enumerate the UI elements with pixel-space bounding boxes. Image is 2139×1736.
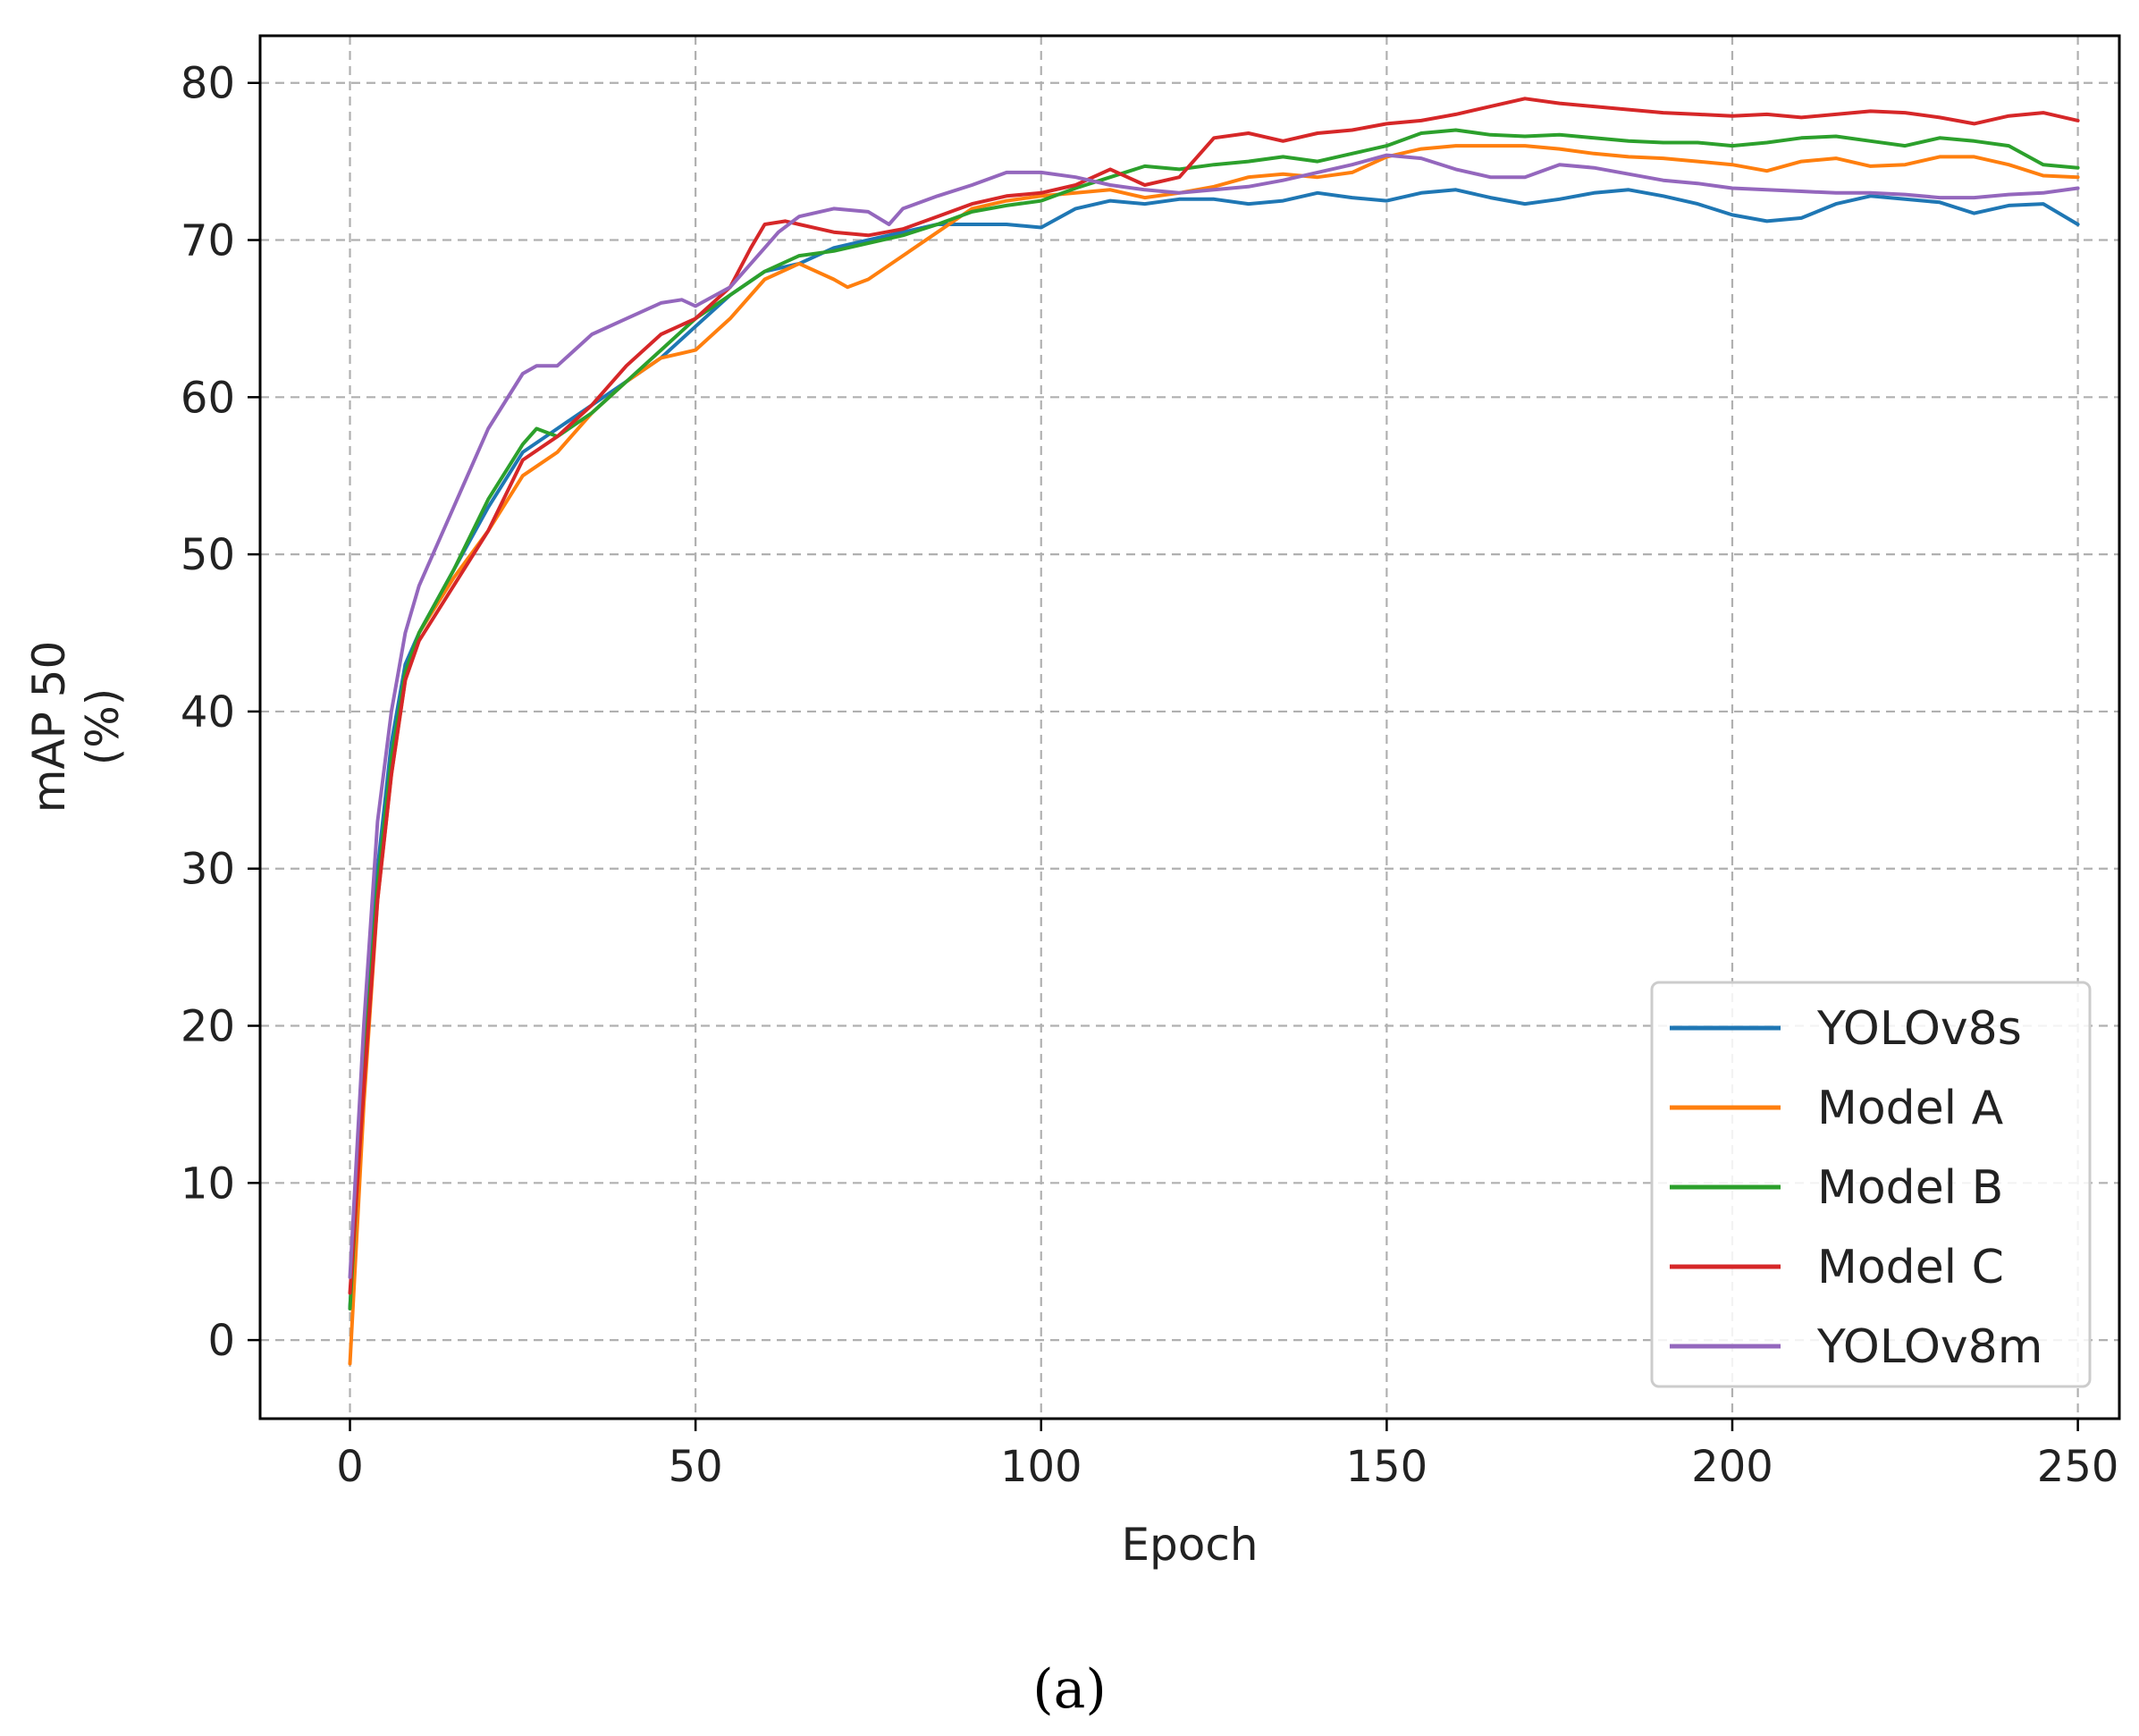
x-axis-label: Epoch [1121, 1519, 1258, 1571]
series-lines [348, 97, 2080, 1366]
y-tick-label: 20 [181, 1002, 235, 1052]
y-tick-label: 30 [181, 845, 235, 895]
y-tick-label: 50 [181, 530, 235, 580]
series-line-model-a [348, 144, 2080, 1366]
grid-lines [260, 36, 2119, 1419]
legend-box [1650, 981, 2092, 1388]
legend-label: YOLOv8s [1816, 1002, 2022, 1056]
y-tick-label: 40 [181, 687, 235, 737]
y-tick-label: 70 [181, 216, 235, 266]
legend-label: YOLOv8m [1816, 1320, 2042, 1374]
plot-frame [258, 34, 2121, 1420]
series-line-model-c [348, 97, 2080, 1295]
y-axis-label: mAP 50 (%) [23, 641, 129, 813]
y-tick-label: 60 [181, 373, 235, 423]
legend: YOLOv8s Model A Model B Model C YOLOv8m [1650, 981, 2092, 1388]
legend-label: Model A [1817, 1082, 2004, 1135]
series-line-model-b [348, 128, 2080, 1310]
x-tick-label: 250 [2037, 1442, 2119, 1492]
x-tick-label: 200 [1691, 1442, 1773, 1492]
y-axis-label-line1: mAP 50 [23, 641, 75, 813]
y-tick-label: 10 [181, 1159, 235, 1209]
series-line-yolov8m [348, 153, 2080, 1279]
x-tick-label: 0 [336, 1442, 364, 1492]
legend-label: Model C [1817, 1241, 2004, 1294]
legend-label: Model B [1817, 1161, 2003, 1215]
x-tick-label: 100 [1000, 1442, 1082, 1492]
y-axis-label-line2: (%) [77, 688, 129, 766]
axis-ticks: 0 50 100 150 200 250 0 10 20 30 40 50 60 70 80 [181, 59, 2118, 1492]
x-tick-label: 50 [669, 1442, 723, 1492]
figure-caption: (a) [1032, 1658, 1107, 1721]
y-tick-label: 0 [207, 1316, 235, 1366]
y-tick-label: 80 [181, 59, 235, 109]
x-tick-label: 150 [1346, 1442, 1428, 1492]
